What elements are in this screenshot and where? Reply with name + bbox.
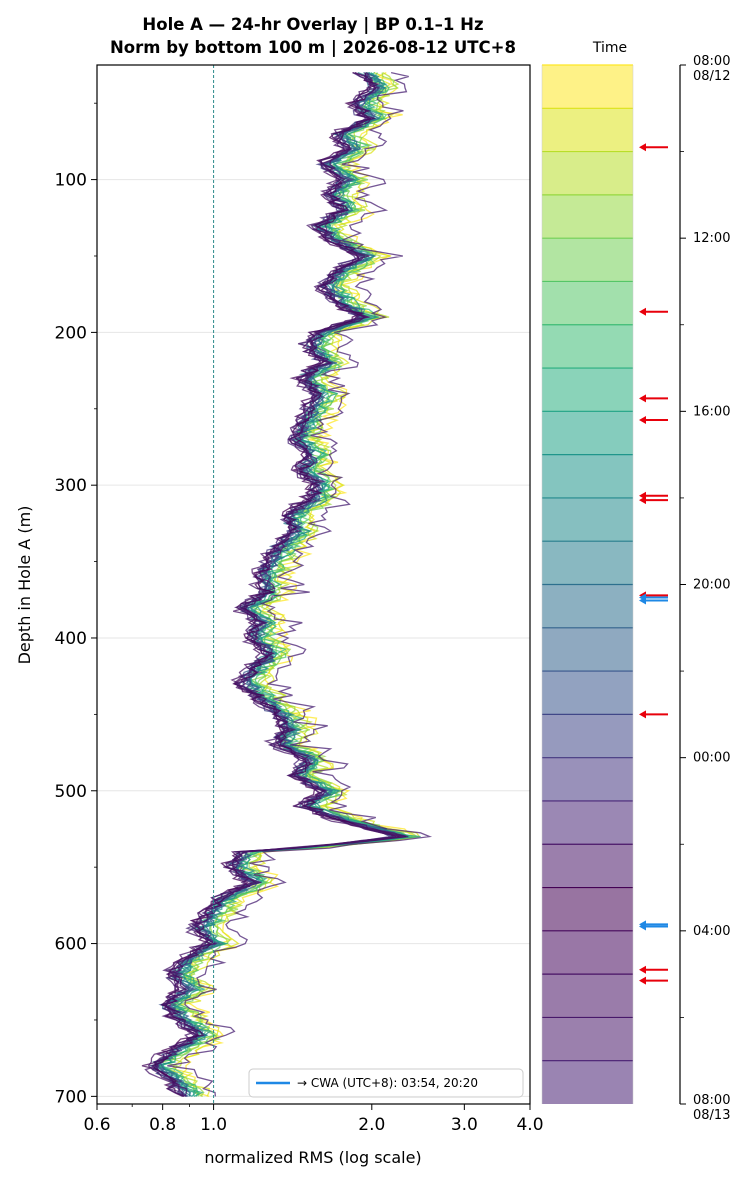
event-arrow xyxy=(639,415,668,424)
colorbar-band xyxy=(542,324,633,369)
colorbar-band xyxy=(542,368,633,412)
colorbar-tick-label: 08/12 xyxy=(693,69,730,84)
event-arrow xyxy=(639,596,668,605)
y-tick-label: 700 xyxy=(55,1087,87,1107)
y-tick-label: 500 xyxy=(55,782,87,802)
colorbar-tick-label: 20:00 xyxy=(693,578,730,593)
event-arrow xyxy=(639,496,668,505)
y-tick-label: 600 xyxy=(55,935,87,955)
event-arrow xyxy=(639,710,668,719)
colorbar-band xyxy=(542,1017,633,1061)
event-arrow xyxy=(639,143,668,152)
event-arrow xyxy=(639,976,668,985)
colorbar-tick-label: 08:00 xyxy=(693,54,730,69)
colorbar-band xyxy=(542,714,633,758)
colorbar-band xyxy=(542,844,633,888)
series-line xyxy=(158,72,409,1097)
series-line xyxy=(144,72,405,1097)
colorbar-band xyxy=(542,584,633,628)
colorbar-band xyxy=(542,454,633,498)
legend-label: → CWA (UTC+8): 03:54, 20:20 xyxy=(297,1076,478,1090)
colorbar-band xyxy=(542,194,633,239)
grid-lines xyxy=(97,179,530,1097)
series-lines xyxy=(141,71,433,1098)
colorbar-tick-label: 16:00 xyxy=(693,404,730,419)
colorbar-band xyxy=(542,108,633,152)
series-line xyxy=(154,71,410,1097)
series-line xyxy=(157,71,409,1097)
plot-frame xyxy=(96,64,531,1105)
x-tick-label: 4.0 xyxy=(516,1115,543,1135)
colorbar-band xyxy=(542,411,633,455)
y-tick-label: 100 xyxy=(55,171,87,191)
y-axis-ticks: 100 200 300 400 500 600 700 xyxy=(55,102,97,1107)
x-axis-label: normalized RMS (log scale) xyxy=(204,1148,421,1167)
colorbar-band xyxy=(542,887,633,931)
event-arrows xyxy=(639,143,668,985)
colorbar-band xyxy=(542,281,633,325)
event-arrow xyxy=(639,307,668,316)
colorbar-bands xyxy=(542,64,633,1104)
chart-title: Hole A — 24-hr Overlay | BP 0.1–1 Hz xyxy=(142,15,483,35)
series-line xyxy=(155,72,398,1097)
x-tick-label: 1.0 xyxy=(200,1115,227,1135)
colorbar-band xyxy=(542,1060,633,1104)
event-arrow xyxy=(639,394,668,403)
colorbar-band xyxy=(542,541,633,585)
main-plot: 0.6 0.8 1.0 2.0 3.0 4.0 100 200 300 400 500 600 700… xyxy=(15,64,544,1167)
colorbar-band xyxy=(542,800,633,845)
colorbar: Time 08:0008/1212:0016:0020:0000:0004:00… xyxy=(541,40,730,1123)
x-tick-label: 0.6 xyxy=(83,1115,110,1135)
series-line xyxy=(155,72,413,1097)
legend: → CWA (UTC+8): 03:54, 20:20 xyxy=(248,1068,524,1098)
colorbar-band xyxy=(542,671,633,715)
colorbar-band xyxy=(542,151,633,195)
colorbar-tick-label: 12:00 xyxy=(693,231,730,246)
colorbar-band xyxy=(542,930,633,975)
series-line xyxy=(153,72,402,1098)
series-line xyxy=(152,72,402,1097)
y-tick-label: 400 xyxy=(55,629,87,649)
y-tick-label: 300 xyxy=(55,476,87,496)
colorbar-tick-label: 08/13 xyxy=(693,1108,730,1123)
colorbar-tick-label: 04:00 xyxy=(693,924,730,939)
colorbar-band xyxy=(542,238,633,282)
colorbar-band xyxy=(542,757,633,801)
series-line xyxy=(151,72,400,1097)
x-tick-label: 0.8 xyxy=(149,1115,176,1135)
colorbar-tick-label: 08:00 xyxy=(693,1093,730,1108)
x-tick-label: 2.0 xyxy=(358,1115,385,1135)
colorbar-label: Time xyxy=(592,40,627,56)
colorbar-band xyxy=(542,974,633,1018)
chart-subtitle: Norm by bottom 100 m | 2026-08-12 UTC+8 xyxy=(110,38,516,58)
series-line xyxy=(158,72,407,1097)
event-arrow xyxy=(639,922,668,931)
colorbar-band xyxy=(542,627,633,672)
series-line xyxy=(167,71,433,1097)
colorbar-band xyxy=(542,497,633,542)
event-arrow xyxy=(639,965,668,974)
y-axis-label: Depth in Hole A (m) xyxy=(15,506,34,665)
x-tick-label: 3.0 xyxy=(451,1115,478,1135)
colorbar-band xyxy=(542,65,633,109)
y-tick-label: 200 xyxy=(55,323,87,343)
colorbar-tick-label: 00:00 xyxy=(693,751,730,766)
x-axis-ticks: 0.6 0.8 1.0 2.0 3.0 4.0 xyxy=(83,1104,544,1135)
legend-box xyxy=(248,1068,524,1098)
colorbar-ticks: 08:0008/1212:0016:0020:0000:0004:0008:00… xyxy=(680,54,730,1123)
